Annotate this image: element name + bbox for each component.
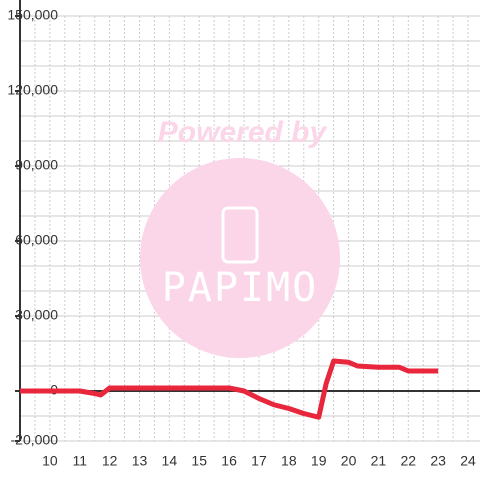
x-tick-label: 19 [311,453,327,469]
y-tick-label: 90,000 [15,157,58,173]
watermark: Powered by PAPIMO [140,116,340,358]
y-tick-label: -20,000 [11,432,59,448]
y-tick-label: 120,000 [7,82,58,98]
watermark-icon [221,206,259,264]
x-tick-label: 23 [430,453,446,469]
x-tick-label: 15 [191,453,207,469]
x-tick-label: 22 [401,453,417,469]
x-tick-label: 16 [221,453,237,469]
y-tick-label: 60,000 [15,232,58,248]
data-line [20,358,439,420]
x-tick-label: 18 [281,453,297,469]
x-tick-label: 20 [341,453,357,469]
watermark-text: Powered by [158,116,328,149]
y-tick-label: 150,000 [7,7,58,23]
x-tick-label: 24 [460,453,476,469]
x-tick-label: 10 [42,453,58,469]
watermark-circle [140,158,340,358]
y-tick-label: 30,000 [15,307,58,323]
x-tick-label: 21 [371,453,387,469]
x-tick-label: 13 [132,453,148,469]
x-tick-label: 11 [72,453,87,469]
x-tick-label: 17 [251,453,267,469]
watermark-logo: PAPIMO [162,265,319,311]
x-tick-label: 14 [162,453,178,469]
x-tick-label: 12 [102,453,118,469]
